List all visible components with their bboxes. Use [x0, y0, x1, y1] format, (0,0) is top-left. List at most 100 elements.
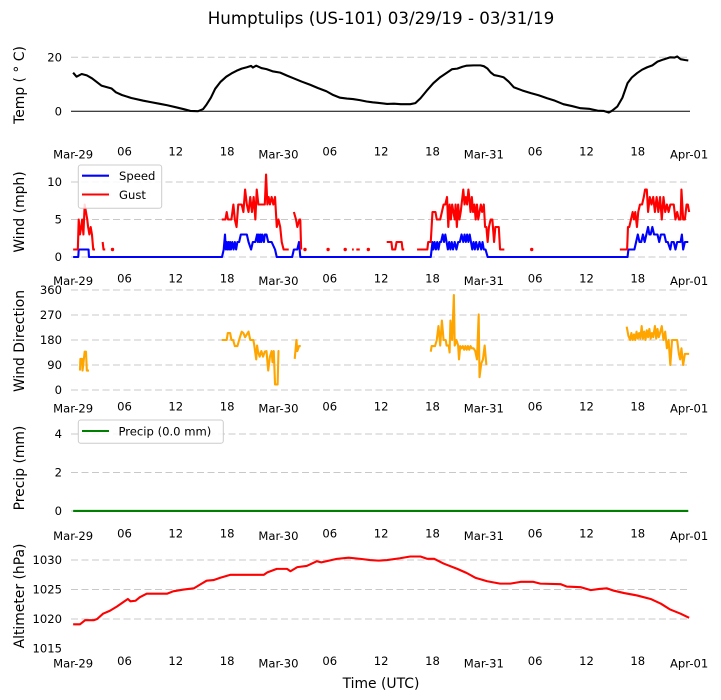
- wind-xtick-day-label: Apr-01: [670, 274, 708, 288]
- wind-xtick-hour-label: 18: [425, 271, 440, 285]
- gust-line-segment: [101, 241, 106, 251]
- temperature-xtick-hour-label: 18: [220, 145, 235, 159]
- wind-direction-line-segment: [625, 325, 690, 367]
- altimeter-xtick-day-label: Mar-30: [258, 657, 298, 671]
- temperature-ytick-label: 20: [47, 50, 62, 64]
- wind-xtick-hour-label: 06: [528, 271, 543, 285]
- temperature-axis-label: Temp ( ° C): [12, 46, 28, 125]
- temperature-xtick-hour-label: 18: [630, 145, 645, 159]
- wind-direction-ytick-label: 0: [55, 383, 62, 397]
- wind-xtick-hour-label: 18: [630, 271, 645, 285]
- altimeter-xtick-hour-label: 12: [374, 654, 389, 668]
- gust-series: [73, 173, 691, 252]
- temperature-xtick-hour-label: 18: [425, 145, 440, 159]
- wind-direction-xtick-hour-label: 06: [528, 400, 543, 414]
- wind-xtick-hour-label: 06: [322, 271, 337, 285]
- gust-point: [303, 247, 307, 252]
- wind-direction-xtick-hour-label: 06: [117, 400, 132, 414]
- wind-xtick-hour-label: 18: [220, 271, 235, 285]
- gust-line-segment: [619, 188, 691, 251]
- temperature-xtick-hour-label: 12: [374, 145, 389, 159]
- wind-direction-xtick-day-label: Mar-30: [258, 402, 298, 416]
- wind-direction-y-axis: 0 90 180 270 360: [40, 283, 62, 397]
- gust-line-segment: [417, 188, 505, 251]
- wind-ytick-label: 5: [55, 213, 62, 227]
- precip-xtick-hour-label: 18: [630, 526, 645, 540]
- wind-direction-line-segment: [293, 338, 301, 359]
- wind-x-axis: Mar-29 06 12 18 Mar-30 06 12 18 Mar-31 06 12 18 Apr-…: [53, 271, 708, 288]
- temperature-xtick-day-label: Mar-30: [258, 147, 298, 161]
- precip-ytick-label: 0: [55, 504, 62, 518]
- altimeter-ytick-label: 1020: [32, 612, 62, 626]
- wind-direction-xtick-hour-label: 18: [425, 400, 440, 414]
- wind-xtick-hour-label: 12: [374, 271, 389, 285]
- altimeter-ytick-label: 1030: [32, 553, 62, 567]
- gust-point: [326, 247, 330, 252]
- wind-xtick-day-label: Mar-30: [258, 274, 298, 288]
- precip-ytick-label: 2: [55, 466, 62, 480]
- wind-direction-ytick-label: 90: [47, 358, 62, 372]
- altimeter-xtick-day-label: Apr-01: [670, 657, 708, 671]
- wind-ytick-label: 10: [47, 175, 62, 189]
- gust-line-segment: [386, 240, 405, 251]
- wind-direction-gridlines: [71, 289, 690, 391]
- temp-series: [72, 55, 689, 114]
- altimeter-x-axis: Mar-29 06 12 18 Mar-30 06 12 18 Mar-31 06 12 18 Apr-…: [53, 654, 708, 671]
- precip-xtick-hour-label: 12: [579, 526, 594, 540]
- wind-xtick-hour-label: 06: [117, 271, 132, 285]
- gust-line-segment: [292, 211, 303, 250]
- wind-ytick-label: 0: [55, 250, 62, 264]
- wind-direction-x-axis: Mar-29 06 12 18 Mar-30 06 12 18 Mar-31 06 12 18 Apr-…: [53, 400, 708, 416]
- altimeter-xtick-hour-label: 12: [579, 654, 594, 668]
- temperature-y-axis: 0 20: [47, 50, 62, 118]
- wind-direction-line-segment: [221, 330, 280, 386]
- legend-entry-precip-0-0-mm: Precip (0.0 mm): [82, 424, 211, 438]
- wind-direction-xtick-day-label: Apr-01: [670, 402, 708, 416]
- speed-series: [73, 225, 689, 259]
- figure-title: Humptulips (US-101) 03/29/19 - 03/31/19: [208, 8, 555, 28]
- wind-direction-xtick-hour-label: 12: [374, 400, 389, 414]
- precip-xtick-hour-label: 06: [528, 526, 543, 540]
- wind-direction-ytick-label: 180: [40, 333, 62, 347]
- gust-point: [343, 247, 347, 252]
- wind-direction-xtick-hour-label: 18: [220, 400, 235, 414]
- altimeter-ytick-label: 1025: [32, 583, 62, 597]
- altimeter-xtick-hour-label: 12: [168, 654, 183, 668]
- legend-label-gust: Gust: [119, 188, 146, 202]
- wind-direction-line-segment: [78, 350, 89, 372]
- temperature-x-axis: Mar-29 06 12 18 Mar-30 06 12 18 Mar-31 06 12 18 Apr-…: [53, 145, 708, 162]
- wind-direction-xtick-hour-label: 18: [630, 400, 645, 414]
- altimeter-xtick-hour-label: 06: [528, 654, 543, 668]
- wind-direction-xtick-day-label: Mar-31: [464, 402, 504, 416]
- gust-point: [530, 247, 534, 252]
- wind-axis-label: Wind (mph): [12, 171, 28, 252]
- temperature-xtick-day-label: Apr-01: [670, 147, 708, 161]
- precip-xtick-hour-label: 18: [425, 526, 440, 540]
- altimeter-ytick-label: 1015: [32, 642, 62, 656]
- precip-ytick-label: 4: [55, 427, 62, 441]
- altimeter-panel: Altimeter (hPa) 1015 1020 1025 1030 Mar-29 06…: [12, 544, 708, 671]
- precip-xtick-hour-label: 12: [374, 526, 389, 540]
- temp-line-segment: [72, 55, 689, 114]
- precip-xtick-day-label: Apr-01: [670, 529, 708, 543]
- wind-direction-ytick-label: 270: [40, 308, 62, 322]
- wind-direction-line-segment: [429, 293, 488, 379]
- speed-line-segment: [73, 225, 689, 259]
- precip-xtick-day-label: Mar-30: [258, 529, 298, 543]
- temperature-xtick-day-label: Mar-29: [53, 147, 93, 161]
- altimeter-xtick-hour-label: 18: [220, 654, 235, 668]
- wind-direction-xtick-hour-label: 12: [168, 400, 183, 414]
- gust-point: [110, 247, 115, 252]
- wind-direction-ytick-label: 360: [40, 283, 62, 297]
- legend-frame: [77, 419, 224, 444]
- precip-xtick-hour-label: 06: [117, 526, 132, 540]
- precip-y-axis: 0 2 4: [55, 427, 62, 518]
- wind-direction-xtick-hour-label: 12: [579, 400, 594, 414]
- wind-xtick-hour-label: 12: [168, 271, 183, 285]
- legend-entry-gust: Gust: [82, 188, 146, 202]
